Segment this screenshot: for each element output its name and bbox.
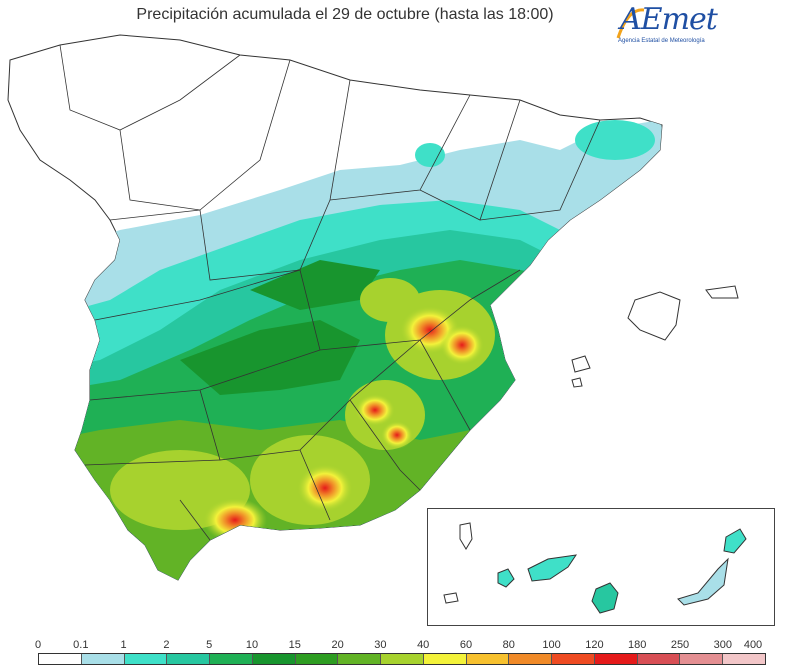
precipitation-legend: 0 0.1 1 2 5 10 15 20 30 40 60 80 100 120…	[34, 639, 766, 666]
legend-swatch	[381, 654, 424, 664]
province-borders	[59, 44, 601, 541]
legend-label: 0.1	[73, 639, 89, 651]
legend-label: 300	[713, 639, 732, 651]
legend-swatch	[723, 654, 766, 664]
legend-swatch	[252, 654, 296, 664]
aemet-logo: AEmet Agencia Estatal de Meteorología	[612, 2, 722, 50]
legend-swatch	[594, 654, 638, 664]
logo-wordmark: AEmet	[620, 2, 718, 37]
legend-swatch	[423, 654, 467, 664]
legend-label: 80	[502, 639, 515, 651]
legend-label: 10	[245, 639, 259, 651]
legend-label: 20	[331, 639, 344, 651]
legend-label: 120	[585, 639, 604, 651]
legend-swatch	[466, 654, 510, 664]
legend-label: 250	[670, 639, 690, 651]
logo-swoosh-icon	[616, 8, 645, 39]
precipitation-map	[7, 34, 739, 581]
balearic-islands	[571, 285, 739, 388]
legend-swatch	[124, 654, 168, 664]
map-title: Precipitación acumulada el 29 de octubre…	[136, 6, 554, 23]
legend-label: 1	[120, 639, 127, 651]
legend-label: 2	[163, 639, 170, 651]
legend-swatch	[81, 654, 125, 664]
legend-label: 30	[374, 639, 387, 651]
legend-label: 5	[206, 639, 213, 651]
logo-subtitle: Agencia Estatal de Meteorología	[618, 38, 705, 44]
legend-color-bar	[38, 653, 766, 665]
legend-swatch	[338, 654, 382, 664]
legend-swatch	[637, 654, 681, 664]
canary-islands-inset	[427, 508, 775, 626]
legend-swatch	[509, 654, 553, 664]
legend-label: 60	[459, 639, 473, 651]
canary-islands-map	[443, 522, 747, 614]
legend-swatch	[552, 654, 595, 664]
legend-swatch	[295, 654, 339, 664]
legend-label: 0	[34, 639, 42, 651]
legend-label: 100	[542, 639, 561, 651]
legend-label: 40	[417, 639, 430, 651]
legend-swatch	[167, 654, 211, 664]
legend-swatch	[39, 654, 82, 664]
legend-label: 15	[288, 639, 301, 651]
legend-label: 180	[628, 639, 647, 651]
legend-label: 400	[743, 639, 763, 651]
legend-swatch	[210, 654, 253, 664]
legend-swatch	[680, 654, 724, 664]
